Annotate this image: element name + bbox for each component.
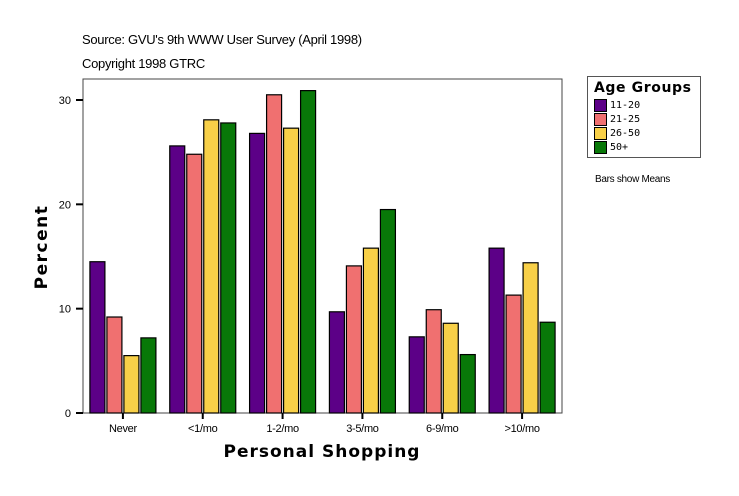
y-tick-label: 10 [59,304,71,316]
legend-label: 26-50 [610,128,641,139]
legend-label: 21-25 [610,114,641,125]
bar [186,153,203,414]
x-tick-label: <1/mo [188,423,218,435]
bar [362,247,380,414]
legend-item: 26-50 [594,127,640,140]
bar [459,353,476,414]
legend-title: Age Groups [594,80,692,96]
y-tick-label: 0 [65,408,71,420]
legend-item: 11-20 [594,99,640,112]
bar [169,145,186,414]
copyright-caption: Copyright 1998 GTRC [82,56,205,71]
y-tick-label: 30 [59,95,71,107]
legend-item: 50+ [594,141,628,154]
legend-swatch [594,141,607,154]
legend-item: 21-25 [594,113,640,126]
y-axis-title: Percent [32,205,52,290]
x-tick-label: 3-5/mo [346,423,379,435]
bar [488,247,505,414]
y-axis: 0 10 20 30 [59,95,83,420]
legend-swatch [594,113,607,126]
bar [522,262,539,414]
bar [328,311,346,414]
bar [265,94,283,414]
legend: Age Groups 11-20 21-25 26-50 50+ [587,76,701,158]
legend-label: 11-20 [610,100,641,111]
means-note: Bars show Means [595,174,670,185]
x-tick-label: >10/mo [504,423,539,435]
x-tick-label: 6-9/mo [426,423,459,435]
bar [299,90,317,414]
bar [203,119,220,414]
bar [282,127,300,414]
bar [106,316,123,414]
bar [408,336,425,414]
bar [248,132,266,414]
x-axis: Never <1/mo 1-2/mo 3-5/mo 6-9/mo >10/mo [109,413,540,435]
bar [89,261,106,414]
x-tick-label: Never [109,423,137,435]
plot-area [82,78,563,414]
bar [379,208,397,414]
bar [442,322,459,414]
legend-label: 50+ [610,142,629,153]
bar [539,321,556,414]
bars-group [89,90,556,414]
source-caption: Source: GVU's 9th WWW User Survey (April… [82,32,362,47]
x-axis-title: Personal Shopping [224,442,421,462]
bar [220,122,237,414]
bar [140,337,157,414]
bar [345,265,363,414]
bar [505,294,522,414]
bar [425,309,442,414]
x-tick-label: 1-2/mo [266,423,299,435]
legend-swatch [594,99,607,112]
bar [123,355,140,414]
legend-swatch [594,127,607,140]
y-tick-label: 20 [59,199,71,211]
